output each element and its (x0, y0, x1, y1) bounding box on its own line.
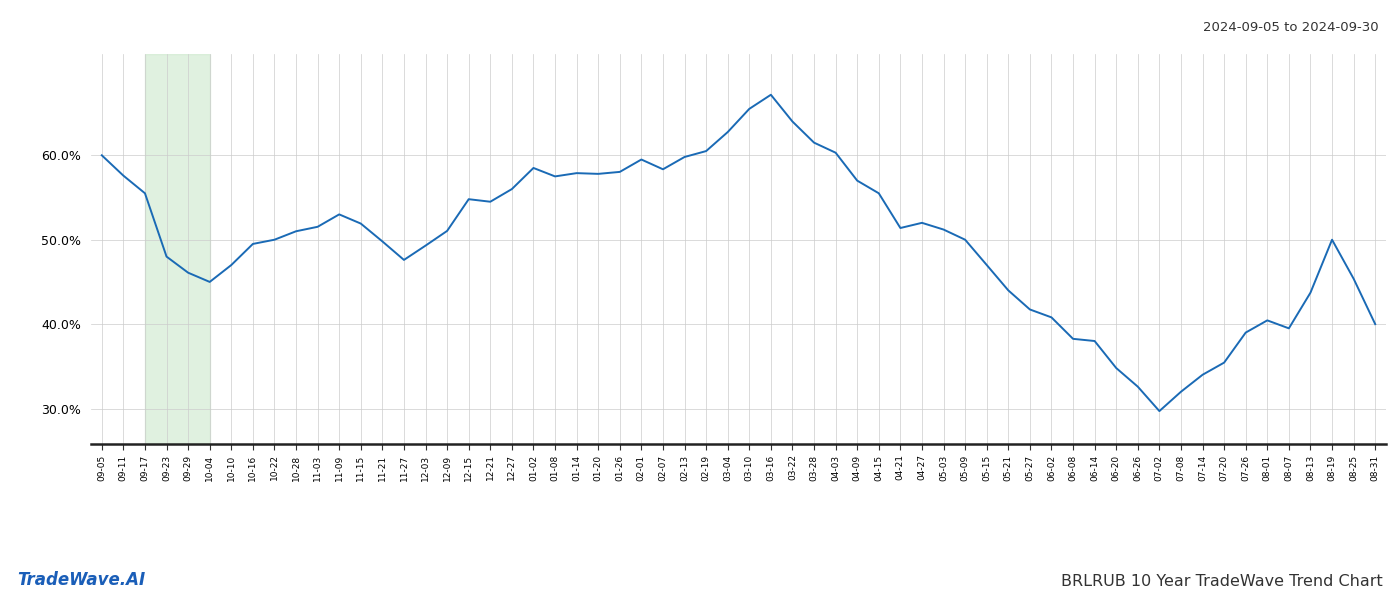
Bar (146, 54, 210, 444)
Text: TradeWave.AI: TradeWave.AI (17, 571, 146, 589)
Text: BRLRUB 10 Year TradeWave Trend Chart: BRLRUB 10 Year TradeWave Trend Chart (1061, 574, 1383, 589)
Text: 2024-09-05 to 2024-09-30: 2024-09-05 to 2024-09-30 (1204, 21, 1379, 34)
